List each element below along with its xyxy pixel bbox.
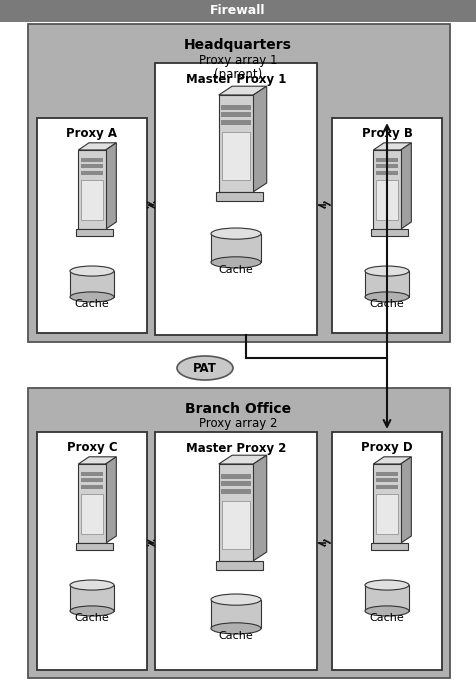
Bar [80,171,103,174]
Text: Cache: Cache [74,299,109,309]
Bar [37,118,147,333]
Bar [221,473,250,479]
Ellipse shape [364,606,408,616]
Bar [221,482,250,486]
Text: Proxy B: Proxy B [361,127,412,140]
Bar [210,234,260,263]
Text: Headquarters: Headquarters [184,38,291,52]
Ellipse shape [364,292,408,302]
Bar [215,192,262,200]
Bar [218,464,253,561]
Bar [370,543,407,551]
Polygon shape [218,86,266,95]
Bar [331,432,441,670]
Text: (parent): (parent) [213,68,262,81]
Bar [80,478,103,482]
Bar [373,150,400,229]
Polygon shape [218,455,266,464]
Ellipse shape [70,292,114,302]
Polygon shape [106,143,116,229]
Bar [70,585,114,611]
Polygon shape [400,143,410,229]
Text: Master Proxy 2: Master Proxy 2 [186,442,286,455]
Text: Proxy C: Proxy C [67,441,117,454]
Ellipse shape [70,606,114,616]
Bar [375,164,397,168]
Bar [221,105,250,110]
Text: Proxy D: Proxy D [360,441,412,454]
Bar [375,158,397,162]
Ellipse shape [210,257,260,268]
Polygon shape [253,86,266,192]
Polygon shape [106,457,116,543]
Bar [80,472,103,476]
Ellipse shape [70,580,114,590]
Text: Proxy array 1: Proxy array 1 [198,54,277,67]
Ellipse shape [210,623,260,634]
Bar [221,120,250,125]
Text: Firewall: Firewall [210,5,265,17]
Ellipse shape [70,266,114,276]
Bar [375,171,397,174]
Text: Cache: Cache [369,299,404,309]
Bar [78,150,106,229]
Bar [375,180,397,220]
Bar [28,388,449,678]
Bar [218,95,253,192]
Text: Cache: Cache [369,613,404,623]
Text: Cache: Cache [74,613,109,623]
Bar [155,63,317,335]
Bar [222,132,249,181]
Ellipse shape [364,580,408,590]
Text: Master Proxy 1: Master Proxy 1 [186,73,286,86]
Polygon shape [373,457,410,464]
Polygon shape [78,143,116,150]
Bar [375,472,397,476]
Bar [370,229,407,236]
Bar [364,585,408,611]
Bar [28,24,449,342]
Bar [37,432,147,670]
Ellipse shape [364,266,408,276]
Bar [375,478,397,482]
Bar [81,494,103,534]
Ellipse shape [177,356,232,380]
Bar [210,599,260,628]
Bar [155,432,317,670]
Bar [221,489,250,494]
Polygon shape [253,455,266,561]
Polygon shape [373,143,410,150]
Bar [80,484,103,489]
Bar [364,271,408,297]
Text: PAT: PAT [193,362,217,375]
Text: Proxy array 2: Proxy array 2 [198,417,277,430]
Text: Branch Office: Branch Office [185,402,290,416]
Bar [373,464,400,543]
Bar [215,561,262,570]
Bar [221,112,250,117]
Polygon shape [400,457,410,543]
Bar [375,484,397,489]
Bar [80,158,103,162]
Ellipse shape [210,594,260,605]
Text: Cache: Cache [218,631,253,641]
Ellipse shape [210,228,260,239]
Bar [76,229,113,236]
Bar [0,0,476,22]
Bar [80,164,103,168]
Text: Cache: Cache [218,265,253,275]
Text: Proxy A: Proxy A [66,127,117,140]
Bar [81,180,103,220]
Polygon shape [78,457,116,464]
Bar [375,494,397,534]
Bar [331,118,441,333]
Bar [78,464,106,543]
Bar [70,271,114,297]
Bar [222,501,249,549]
Bar [76,543,113,551]
